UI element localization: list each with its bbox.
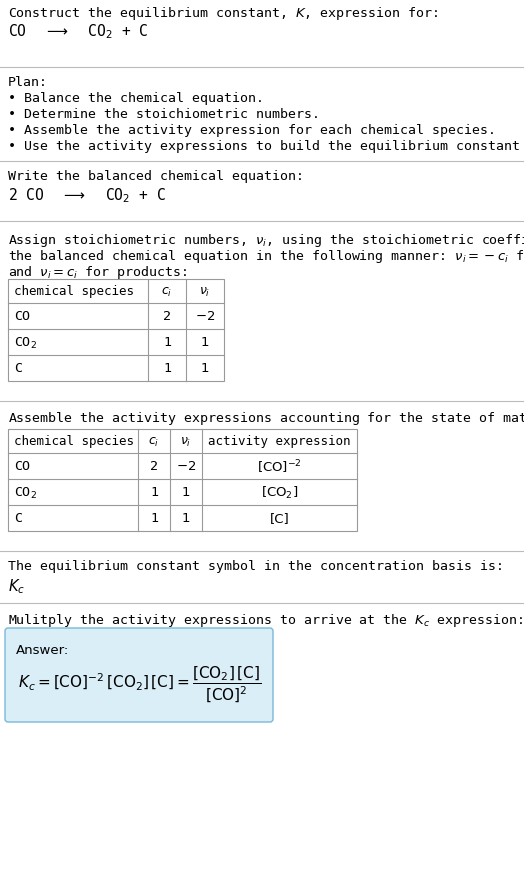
Text: 2 CO  $\longrightarrow$  CO$_2$ + C: 2 CO $\longrightarrow$ CO$_2$ + C bbox=[8, 186, 166, 205]
Text: CO: CO bbox=[14, 460, 30, 473]
Text: 1: 1 bbox=[201, 336, 209, 349]
Bar bbox=[8, 430, 357, 532]
Text: CO$_2$: CO$_2$ bbox=[14, 335, 37, 350]
Text: CO$_2$: CO$_2$ bbox=[14, 485, 37, 500]
Text: C: C bbox=[14, 362, 22, 375]
Text: Assign stoichiometric numbers, $\nu_i$, using the stoichiometric coefficients, $: Assign stoichiometric numbers, $\nu_i$, … bbox=[8, 232, 524, 249]
Text: 1: 1 bbox=[182, 486, 190, 499]
Text: chemical species: chemical species bbox=[14, 285, 134, 299]
Text: 1: 1 bbox=[150, 512, 158, 525]
FancyBboxPatch shape bbox=[5, 628, 273, 722]
Text: • Assemble the activity expression for each chemical species.: • Assemble the activity expression for e… bbox=[8, 124, 496, 136]
Text: $-2$: $-2$ bbox=[195, 310, 215, 323]
Text: $c_i$: $c_i$ bbox=[148, 435, 160, 448]
Text: $\nu_i$: $\nu_i$ bbox=[180, 435, 192, 448]
Text: Mulitply the activity expressions to arrive at the $K_c$ expression:: Mulitply the activity expressions to arr… bbox=[8, 611, 523, 628]
Text: 1: 1 bbox=[150, 486, 158, 499]
Text: $-2$: $-2$ bbox=[176, 460, 196, 473]
Text: the balanced chemical equation in the following manner: $\nu_i = -c_i$ for react: the balanced chemical equation in the fo… bbox=[8, 248, 524, 265]
Text: $K_c = \mathrm{[CO]}^{-2}\,\mathrm{[CO_2]\,[C]} = \dfrac{\mathrm{[CO_2]\,[C]}}{\: $K_c = \mathrm{[CO]}^{-2}\,\mathrm{[CO_2… bbox=[18, 664, 261, 703]
Text: 1: 1 bbox=[201, 362, 209, 375]
Bar bbox=[8, 280, 224, 382]
Text: [CO]$^{-2}$: [CO]$^{-2}$ bbox=[257, 458, 302, 475]
Text: [CO$_2$]: [CO$_2$] bbox=[261, 485, 298, 501]
Text: Write the balanced chemical equation:: Write the balanced chemical equation: bbox=[8, 170, 304, 183]
Text: $\nu_i$: $\nu_i$ bbox=[199, 285, 211, 299]
Text: $K_c$: $K_c$ bbox=[8, 577, 25, 595]
Text: 1: 1 bbox=[163, 362, 171, 375]
Text: 1: 1 bbox=[163, 336, 171, 349]
Text: • Use the activity expressions to build the equilibrium constant expression.: • Use the activity expressions to build … bbox=[8, 140, 524, 152]
Text: 2: 2 bbox=[150, 460, 158, 473]
Text: 1: 1 bbox=[182, 512, 190, 525]
Text: and $\nu_i = c_i$ for products:: and $\nu_i = c_i$ for products: bbox=[8, 264, 187, 281]
Text: Answer:: Answer: bbox=[16, 643, 69, 657]
Text: $c_i$: $c_i$ bbox=[161, 285, 172, 299]
Text: C: C bbox=[14, 512, 22, 525]
Text: Assemble the activity expressions accounting for the state of matter and $\nu_i$: Assemble the activity expressions accoun… bbox=[8, 409, 524, 426]
Text: [C]: [C] bbox=[270, 512, 289, 525]
Text: • Balance the chemical equation.: • Balance the chemical equation. bbox=[8, 92, 264, 105]
Text: The equilibrium constant symbol in the concentration basis is:: The equilibrium constant symbol in the c… bbox=[8, 559, 504, 572]
Text: • Determine the stoichiometric numbers.: • Determine the stoichiometric numbers. bbox=[8, 108, 320, 120]
Text: CO: CO bbox=[14, 310, 30, 323]
Text: Plan:: Plan: bbox=[8, 76, 48, 89]
Text: activity expression: activity expression bbox=[208, 435, 351, 448]
Text: CO  $\longrightarrow$  CO$_2$ + C: CO $\longrightarrow$ CO$_2$ + C bbox=[8, 22, 148, 41]
Text: 2: 2 bbox=[163, 310, 171, 323]
Text: Construct the equilibrium constant, $K$, expression for:: Construct the equilibrium constant, $K$,… bbox=[8, 5, 438, 22]
Text: chemical species: chemical species bbox=[14, 435, 134, 448]
